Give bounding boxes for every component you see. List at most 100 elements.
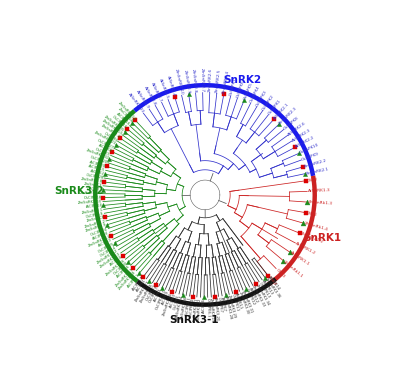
Text: ZmSnRK3.10: ZmSnRK3.10 xyxy=(162,292,174,316)
Text: OsCIPK12: OsCIPK12 xyxy=(245,288,256,306)
Text: AtCIPK1: AtCIPK1 xyxy=(154,288,164,303)
Text: ZmSnRK3: ZmSnRK3 xyxy=(84,182,103,188)
Text: AtCIPK16: AtCIPK16 xyxy=(115,112,131,127)
Text: AtCIPK10: AtCIPK10 xyxy=(85,203,103,209)
Text: AtSnRK1.2: AtSnRK1.2 xyxy=(295,242,317,256)
Text: ZmSnRK3.11: ZmSnRK3.11 xyxy=(88,234,112,247)
Text: AtSnRK2.10: AtSnRK2.10 xyxy=(127,92,145,114)
Text: AtCIPK8: AtCIPK8 xyxy=(97,144,112,153)
Text: ZmSnRK3.4: ZmSnRK3.4 xyxy=(100,124,120,139)
Text: ZmSnRK3.23: ZmSnRK3.23 xyxy=(93,131,116,146)
Text: OsSAPK6: OsSAPK6 xyxy=(236,79,246,98)
Text: OsCIPK17: OsCIPK17 xyxy=(148,286,160,304)
Text: AtCIPK24: AtCIPK24 xyxy=(92,230,110,240)
Text: OsCIPK19: OsCIPK19 xyxy=(86,212,104,218)
Text: AtCIPK4: AtCIPK4 xyxy=(110,255,124,267)
Text: AtSnRK2.6: AtSnRK2.6 xyxy=(287,120,307,136)
Text: OsCIPK28: OsCIPK28 xyxy=(85,173,104,180)
Text: ZmSnRK3.3: ZmSnRK3.3 xyxy=(80,191,102,196)
Text: AtCIPK6: AtCIPK6 xyxy=(202,298,206,313)
Text: ZmSnRK3.13: ZmSnRK3.13 xyxy=(99,252,122,269)
Text: AtCIPK15: AtCIPK15 xyxy=(88,164,106,172)
Text: OsCIPK3.1: OsCIPK3.1 xyxy=(185,296,192,316)
Text: AtCIPK1: AtCIPK1 xyxy=(136,278,148,293)
Text: ZmSnRk1.1: ZmSnRk1.1 xyxy=(282,259,304,279)
Text: ZmSnRK3.2: ZmSnRK3.2 xyxy=(84,219,106,229)
Text: ZmSnRK2.4: ZmSnRK2.4 xyxy=(222,70,230,94)
Text: AtCIPK2: AtCIPK2 xyxy=(89,169,105,176)
Text: ZmSnRK3.14: ZmSnRK3.14 xyxy=(175,295,184,320)
Text: OsSAPK2: OsSAPK2 xyxy=(262,93,275,111)
Text: ZmSnRK3.9: ZmSnRK3.9 xyxy=(85,223,107,233)
Text: OsCIPK24: OsCIPK24 xyxy=(90,227,108,237)
Text: AtSnRK2.1: AtSnRK2.1 xyxy=(273,102,290,120)
Text: SnRK3-2: SnRK3-2 xyxy=(54,186,104,196)
Text: AtCIPK13: AtCIPK13 xyxy=(261,279,274,296)
Text: ZmSnRK2.9: ZmSnRK2.9 xyxy=(183,69,190,94)
Text: AtCIPK3: AtCIPK3 xyxy=(169,293,177,308)
Text: ZmSnRK2.5: ZmSnRK2.5 xyxy=(215,69,222,93)
Text: ZmSnRK3.18: ZmSnRK3.18 xyxy=(118,270,137,291)
Text: AtSnRK2.7: AtSnRK2.7 xyxy=(150,81,163,103)
Text: ZmSnRK3.1: ZmSnRK3.1 xyxy=(81,207,104,215)
Text: ZmSnRK3.28: ZmSnRK3.28 xyxy=(224,295,233,320)
Text: OsCIPK27: OsCIPK27 xyxy=(96,138,114,150)
Text: ZmSnRK2.1: ZmSnRK2.1 xyxy=(305,167,330,176)
Text: AtSnRK2.4: AtSnRK2.4 xyxy=(166,76,176,97)
Text: ZmSnRK3.30: ZmSnRK3.30 xyxy=(238,291,250,315)
Text: OsCIPK21-1: OsCIPK21-1 xyxy=(155,289,167,311)
Text: ZmSnRK3.33: ZmSnRK3.33 xyxy=(251,285,266,308)
Text: ZmSnRK3.19: ZmSnRK3.19 xyxy=(209,298,215,322)
Text: OsCIPK7: OsCIPK7 xyxy=(217,297,223,313)
Text: OsCIPK5: OsCIPK5 xyxy=(95,147,111,157)
Text: OsCIPK21: OsCIPK21 xyxy=(145,284,157,302)
Text: ZmSnRK2.8: ZmSnRK2.8 xyxy=(191,68,198,93)
Text: OsSAPK7: OsSAPK7 xyxy=(229,77,238,96)
Text: OsCIPK18: OsCIPK18 xyxy=(84,196,102,200)
Text: OsCIPK30: OsCIPK30 xyxy=(112,261,129,276)
Text: OSK3: OSK3 xyxy=(275,267,286,279)
Text: ZmSnRK3.16: ZmSnRK3.16 xyxy=(180,296,188,320)
Text: OsCIPK20: OsCIPK20 xyxy=(89,155,108,164)
Text: ZmSnRK3.29: ZmSnRK3.29 xyxy=(227,295,237,319)
Text: ZmSnRK3.14: ZmSnRK3.14 xyxy=(117,100,136,121)
Text: AtCIPK11: AtCIPK11 xyxy=(126,273,140,288)
Text: ZmSnRK3.27: ZmSnRK3.27 xyxy=(134,280,151,303)
Text: AtSnRK1.1: AtSnRK1.1 xyxy=(289,251,310,267)
Text: OsCIPK3: OsCIPK3 xyxy=(86,187,102,192)
Text: ZmSnRK3.22: ZmSnRK3.22 xyxy=(197,298,202,322)
Text: AtCIPK3: AtCIPK3 xyxy=(98,238,113,248)
Text: ZmSnRK3.36: ZmSnRK3.36 xyxy=(264,277,281,299)
Text: ZmSnRK2.7: ZmSnRK2.7 xyxy=(200,68,205,92)
Text: ZmSnRK3.10: ZmSnRK3.10 xyxy=(78,200,102,205)
Text: ZmSnRK3: ZmSnRK3 xyxy=(86,215,105,223)
Text: OsCIPK3.2: OsCIPK3.2 xyxy=(189,297,195,317)
Text: OsSAPK3: OsSAPK3 xyxy=(255,89,268,107)
Text: AtSnRK2.3: AtSnRK2.3 xyxy=(291,127,312,142)
Text: ZmSnRk1.2: ZmSnRk1.2 xyxy=(300,232,324,245)
Text: OsSAPK4: OsSAPK4 xyxy=(249,85,261,104)
Text: ZmSnRK2.2: ZmSnRK2.2 xyxy=(303,158,328,169)
Text: AtCIPK20: AtCIPK20 xyxy=(89,160,107,168)
Text: AtSnRK2.9: AtSnRK2.9 xyxy=(136,90,150,110)
Text: AtCIPK14: AtCIPK14 xyxy=(267,275,280,291)
Text: OsCIPK11: OsCIPK11 xyxy=(231,293,240,312)
Text: OsCIPK14: OsCIPK14 xyxy=(99,245,117,257)
Text: OsCIPK6.1: OsCIPK6.1 xyxy=(206,298,210,317)
Text: SnRK3-1: SnRK3-1 xyxy=(169,315,219,325)
Text: ZmSnRK3.35: ZmSnRK3.35 xyxy=(104,115,125,133)
Text: AtSnRK2.5: AtSnRK2.5 xyxy=(158,78,170,100)
Text: OsCIPK25: OsCIPK25 xyxy=(97,241,115,254)
Text: ZmSnRK3.21: ZmSnRK3.21 xyxy=(193,297,199,322)
Text: SnRK1: SnRK1 xyxy=(303,232,341,242)
Text: ZmSnRk1.4: ZmSnRk1.4 xyxy=(303,221,328,232)
Text: ZmSnRK3.20: ZmSnRK3.20 xyxy=(213,297,219,322)
Text: ZmSnRK3.31: ZmSnRK3.31 xyxy=(241,290,254,314)
Text: OSK4: OSK4 xyxy=(267,275,277,286)
Text: AtSnRK1.3: AtSnRK1.3 xyxy=(308,188,331,193)
Text: ZmSnRK3.6: ZmSnRK3.6 xyxy=(139,282,154,303)
Text: SnRK2: SnRK2 xyxy=(223,74,262,85)
Text: ZmSnRK3.12: ZmSnRK3.12 xyxy=(96,248,119,265)
Text: AtCIPK17: AtCIPK17 xyxy=(131,276,145,292)
Text: OSK1: OSK1 xyxy=(306,211,318,217)
